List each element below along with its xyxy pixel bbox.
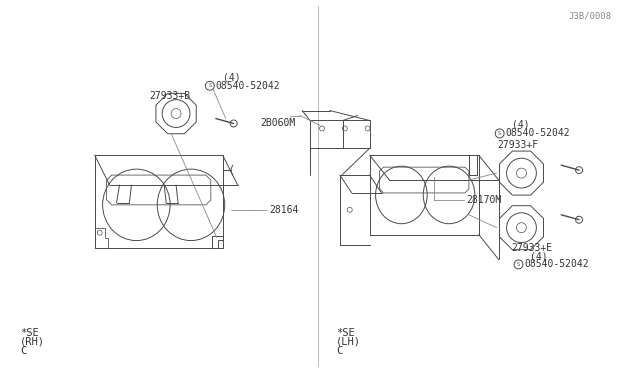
Text: 08540-52042: 08540-52042: [506, 128, 570, 138]
Text: S: S: [208, 83, 211, 88]
Text: *SE: *SE: [20, 328, 39, 338]
Text: 2B060M: 2B060M: [260, 118, 296, 128]
Text: S: S: [498, 131, 501, 136]
Text: (RH): (RH): [20, 337, 45, 347]
Text: 08540-52042: 08540-52042: [216, 81, 280, 91]
Text: C: C: [20, 346, 26, 356]
Text: 27933+E: 27933+E: [511, 243, 553, 253]
Text: J3B/0008: J3B/0008: [568, 12, 611, 21]
Text: 28164: 28164: [269, 205, 299, 215]
Text: *SE: *SE: [336, 328, 355, 338]
Text: (LH): (LH): [336, 337, 361, 347]
Text: 27933+F: 27933+F: [498, 140, 539, 150]
Text: C: C: [336, 346, 342, 356]
Text: S: S: [517, 262, 520, 267]
Text: (4): (4): [511, 119, 529, 129]
Text: 08540-52042: 08540-52042: [524, 259, 589, 269]
Text: 27933+B: 27933+B: [149, 91, 191, 101]
Text: (4): (4): [223, 73, 241, 83]
Text: (4): (4): [531, 251, 548, 262]
Text: 28170M: 28170M: [466, 195, 501, 205]
